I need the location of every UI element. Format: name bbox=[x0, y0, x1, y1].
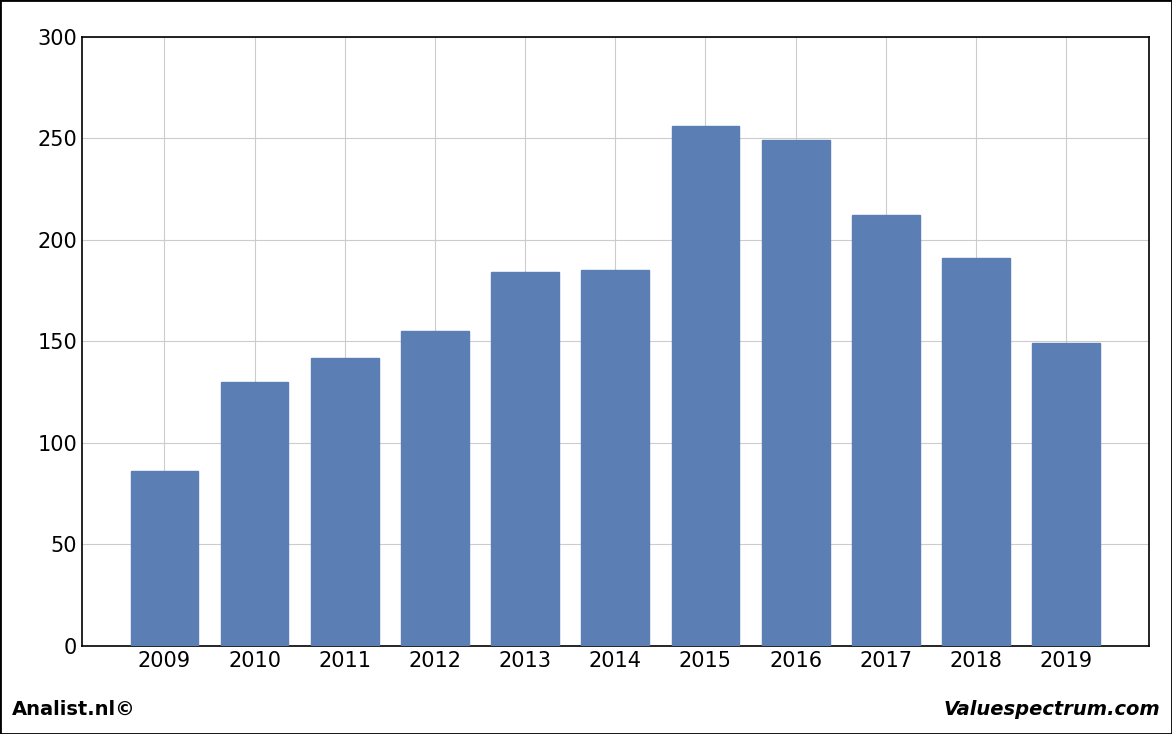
Bar bbox=[672, 126, 740, 646]
Text: Analist.nl©: Analist.nl© bbox=[12, 700, 136, 719]
Bar bbox=[852, 215, 920, 646]
Bar bbox=[1033, 344, 1101, 646]
Bar bbox=[130, 471, 198, 646]
Bar bbox=[220, 382, 288, 646]
Bar bbox=[311, 357, 379, 646]
Bar bbox=[581, 270, 649, 646]
Bar bbox=[401, 331, 469, 646]
Bar bbox=[942, 258, 1010, 646]
Bar bbox=[491, 272, 559, 646]
Text: Valuespectrum.com: Valuespectrum.com bbox=[943, 700, 1160, 719]
Bar bbox=[762, 140, 830, 646]
